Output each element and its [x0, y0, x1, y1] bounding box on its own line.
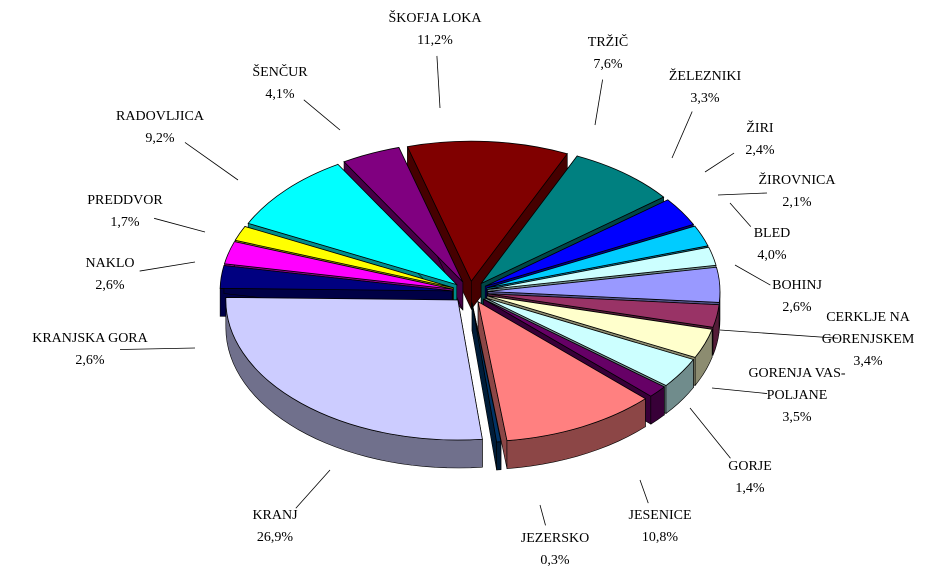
value-label: 2,6% — [95, 278, 125, 293]
category-name: ŽIROVNICA — [758, 173, 836, 188]
category-name: GORJE — [728, 459, 772, 474]
slice-label: TRŽIČ 7,6% — [588, 32, 628, 76]
category-name: BLED — [753, 226, 791, 241]
slice-label: NAKLO 2,6% — [86, 253, 135, 297]
leader-line — [734, 264, 771, 286]
leader-line — [639, 479, 649, 504]
leader-line — [711, 387, 768, 394]
value-label: 1,7% — [110, 215, 140, 230]
category-name: ŠENČUR — [252, 65, 308, 80]
value-label: 26,9% — [256, 530, 294, 545]
value-label: 0,3% — [540, 553, 570, 568]
category-name: ŽELEZNIKI — [668, 69, 742, 84]
leader-line — [139, 261, 196, 272]
value-label: 2,6% — [75, 353, 105, 368]
slice-label: JEZERSKO 0,3% — [521, 528, 589, 572]
value-label: 10,8% — [641, 530, 679, 545]
value-label: 2,1% — [782, 195, 812, 210]
category-name: PREDDVOR — [87, 193, 163, 208]
category-name: CERKLJE NA GORENJSKEM — [821, 310, 915, 347]
slice-label: GORENJA VAS-POLJANE 3,5% — [737, 363, 857, 429]
leader-line — [539, 504, 546, 526]
slice-top — [487, 246, 717, 290]
slice-top — [487, 293, 720, 328]
category-name: RADOVLJICA — [116, 109, 204, 124]
category-name: JESENICE — [628, 508, 692, 523]
slice-label: ŠKOFJA LOKA 11,2% — [389, 8, 482, 52]
category-name: KRANJSKA GORA — [32, 331, 148, 346]
leader-line — [154, 217, 206, 233]
slice-label: JESENICE 10,8% — [629, 505, 692, 549]
slice-top — [219, 265, 453, 292]
leader-line — [594, 79, 603, 126]
slice-top — [480, 155, 665, 284]
slice-top — [225, 297, 483, 441]
value-label: 3,4% — [853, 354, 883, 369]
slice-label: PREDDVOR 1,7% — [87, 190, 162, 234]
slice — [471, 302, 502, 471]
slice-top — [223, 241, 453, 290]
slice — [477, 300, 647, 469]
slice-top — [486, 225, 709, 289]
leader-line — [689, 407, 731, 459]
slice-top — [483, 298, 666, 397]
slice-top — [406, 140, 568, 282]
leader-line — [303, 99, 341, 131]
slice-top — [343, 147, 464, 283]
leader-line — [295, 469, 331, 509]
slice-top — [234, 225, 454, 289]
slice-top — [247, 163, 459, 286]
value-label: 2,6% — [782, 300, 812, 315]
slice-label: RADOVLJICA 9,2% — [116, 106, 204, 150]
leader-line — [184, 142, 239, 181]
category-name: ŠKOFJA LOKA — [388, 11, 482, 26]
slice-label: KRANJ 26,9% — [252, 505, 297, 549]
value-label: 4,1% — [265, 87, 295, 102]
leader-line — [119, 347, 196, 350]
slice-label: KRANJSKA GORA 2,6% — [32, 328, 148, 372]
category-name: BOHINJ — [772, 278, 822, 293]
leader-line — [704, 152, 735, 173]
value-label: 2,4% — [745, 143, 775, 158]
slice-top — [485, 297, 695, 387]
slice-label: ŽIRI 2,4% — [745, 118, 774, 162]
slice-side — [496, 441, 502, 471]
value-label: 7,6% — [593, 57, 623, 72]
slice-label: CERKLJE NA GORENJSKEM 3,4% — [806, 307, 931, 373]
leader-line — [436, 55, 441, 109]
value-label: 11,2% — [417, 33, 453, 48]
slice-top — [486, 295, 713, 358]
slice-label: ŠENČUR 4,1% — [252, 62, 307, 106]
slice-label: BOHINJ 2,6% — [772, 275, 822, 319]
slice-top — [487, 266, 721, 303]
slice-top — [471, 302, 502, 443]
slice-top — [477, 300, 647, 442]
category-name: ŽIRI — [746, 121, 774, 136]
category-name: GORENJA VAS-POLJANE — [748, 366, 846, 403]
slice-label: ŽELEZNIKI 3,3% — [669, 66, 741, 110]
value-label: 3,5% — [782, 410, 812, 425]
slice-top — [485, 199, 695, 287]
leader-line — [717, 192, 768, 196]
leader-line — [719, 329, 839, 339]
value-label: 1,4% — [735, 481, 765, 496]
value-label: 9,2% — [145, 131, 175, 146]
slice-label: ŽIROVNICA 2,1% — [759, 170, 836, 214]
category-name: KRANJ — [252, 508, 298, 523]
leader-line — [729, 202, 752, 227]
category-name: JEZERSKO — [520, 531, 590, 546]
category-name: NAKLO — [85, 256, 135, 271]
value-label: 4,0% — [757, 248, 787, 263]
value-label: 3,3% — [690, 91, 720, 106]
category-name: TRŽIČ — [587, 35, 629, 50]
slice — [225, 297, 483, 469]
slice-label: GORJE 1,4% — [728, 456, 772, 500]
slice-label: BLED 4,0% — [754, 223, 791, 267]
leader-line — [671, 111, 693, 159]
